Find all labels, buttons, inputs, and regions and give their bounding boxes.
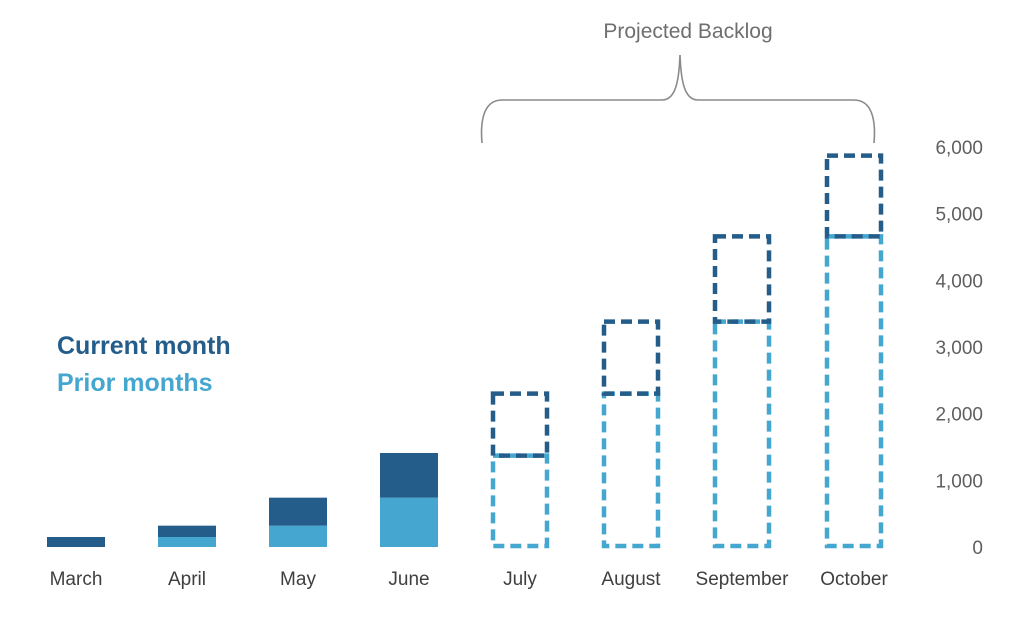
y-tick-label: 1,000 [935,471,983,492]
y-tick-label: 4,000 [935,271,983,292]
x-tick-label: September [696,569,790,590]
bar-prior-may [269,525,327,547]
bar-prior-august [601,391,661,549]
x-tick-label: June [388,569,429,590]
y-tick-label: 2,000 [935,405,983,426]
y-tick-label: 3,000 [935,338,983,359]
y-tick-label: 5,000 [935,205,983,226]
bar-prior-june [380,497,438,547]
legend-current-month: Current month [57,332,231,360]
x-tick-label: October [820,569,888,590]
bar-current-march [47,537,105,547]
bar-prior-october [824,234,884,549]
bar-current-july [490,391,550,458]
x-tick-label: August [601,569,661,590]
x-tick-label: March [50,569,103,590]
legend: Current month Prior months [57,332,231,397]
x-tick-label: May [280,569,316,590]
bar-current-may [269,497,327,526]
y-axis: 0 1,000 2,000 3,000 4,000 5,000 6,000 [935,138,983,559]
x-tick-label: July [503,569,537,590]
x-axis: March April May June July August September Octo… [50,569,889,590]
bars-layer [47,153,884,549]
projected-backlog-annotation: Projected Backlog [480,20,876,144]
bar-current-august [601,319,661,396]
bar-current-april [158,525,216,537]
y-tick-label: 0 [972,538,983,559]
x-tick-label: April [168,569,206,590]
projected-backlog-label: Projected Backlog [603,20,772,43]
bar-prior-july [490,453,550,549]
bar-current-june [380,453,438,498]
bar-prior-april [158,537,216,547]
projected-backlog-brace [480,54,876,144]
bar-current-october [824,153,884,239]
bar-current-september [712,234,772,324]
legend-prior-months: Prior months [57,369,213,397]
y-tick-label: 6,000 [935,138,983,159]
bar-prior-september [712,319,772,549]
